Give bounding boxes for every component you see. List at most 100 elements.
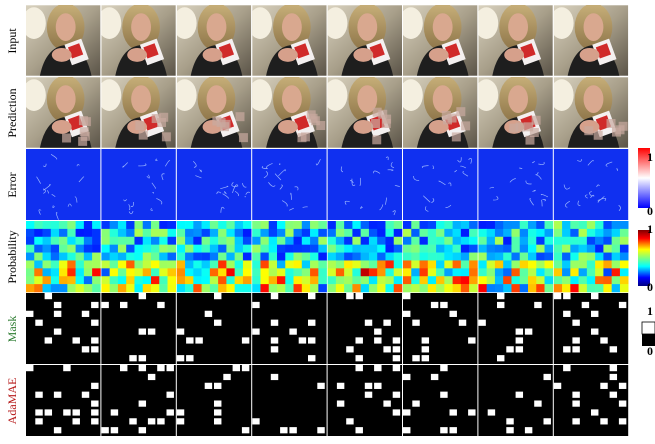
probability-cell xyxy=(285,221,294,229)
frame-cell xyxy=(177,221,252,292)
probability-cell xyxy=(545,253,554,261)
probability-cell xyxy=(403,268,412,276)
mask-patch xyxy=(177,418,184,424)
probability-cell xyxy=(185,253,194,261)
probability-cell xyxy=(352,276,361,284)
probability-cell xyxy=(587,237,596,245)
mask-patch xyxy=(440,302,447,308)
probability-cell xyxy=(92,229,101,237)
probability-cell xyxy=(394,268,403,276)
probability-cell xyxy=(143,253,152,261)
probability-cell xyxy=(579,237,588,245)
probability-cell xyxy=(126,245,135,253)
probability-cell xyxy=(159,229,168,237)
probability-cell xyxy=(620,260,629,268)
probability-cell xyxy=(84,260,93,268)
mask-patch xyxy=(214,418,221,424)
probability-cell xyxy=(495,276,504,284)
probability-cell xyxy=(428,245,437,253)
probability-cell xyxy=(59,276,68,284)
mask-patch xyxy=(337,401,344,407)
mask-background xyxy=(252,365,326,436)
mask-patch xyxy=(450,311,457,317)
probability-cell xyxy=(579,253,588,261)
probability-cell xyxy=(461,268,470,276)
probability-cell xyxy=(444,253,453,261)
probability-cell xyxy=(218,260,227,268)
probability-cell xyxy=(34,237,43,245)
mask-background xyxy=(26,365,100,436)
probability-cell xyxy=(570,245,579,253)
probability-cell xyxy=(436,229,445,237)
probability-cell xyxy=(469,253,478,261)
probability-cell xyxy=(243,221,252,229)
probability-cell xyxy=(469,221,478,229)
probability-cell xyxy=(478,260,487,268)
probability-cell xyxy=(59,221,68,229)
probability-cell xyxy=(403,237,412,245)
probability-cell xyxy=(26,260,35,268)
probability-cell xyxy=(536,268,545,276)
mask-patch xyxy=(374,329,381,335)
probability-cell xyxy=(159,221,168,229)
probability-cell xyxy=(554,268,563,276)
frame-cell xyxy=(252,221,327,292)
mask-patch xyxy=(214,401,221,407)
probability-cell xyxy=(385,245,394,253)
error-map xyxy=(554,149,628,220)
probability-cell xyxy=(436,268,445,276)
probability-cell xyxy=(352,245,361,253)
mask-patch xyxy=(317,383,324,389)
frame-cell xyxy=(252,149,326,220)
mask-patch xyxy=(73,337,80,343)
probability-cell xyxy=(151,245,160,253)
probability-cell xyxy=(428,284,437,292)
probability-cell xyxy=(59,253,68,261)
probability-cell xyxy=(403,229,412,237)
mask-patch xyxy=(383,346,390,352)
video-frame xyxy=(324,3,402,75)
blur-patch xyxy=(307,110,316,119)
mask-patch xyxy=(148,329,155,335)
mask-patch xyxy=(431,374,438,380)
probability-cell xyxy=(536,276,545,284)
probability-cell xyxy=(318,237,327,245)
probability-cell xyxy=(377,229,386,237)
mask-patch xyxy=(506,418,513,424)
probability-cell xyxy=(361,221,370,229)
probability-cell xyxy=(243,260,252,268)
mask-patch xyxy=(35,320,42,326)
probability-cell xyxy=(328,245,337,253)
probability-cell xyxy=(285,253,294,261)
probability-cell xyxy=(528,260,537,268)
probability-cell xyxy=(26,284,35,292)
probability-cell xyxy=(202,237,211,245)
probability-cell xyxy=(84,245,93,253)
probability-cell xyxy=(177,276,186,284)
probability-cell xyxy=(344,245,353,253)
mask-patch xyxy=(289,329,296,335)
probability-cell xyxy=(134,229,143,237)
probability-cell xyxy=(478,245,487,253)
probability-cell xyxy=(67,221,76,229)
probability-cell xyxy=(369,284,378,292)
probability-cell xyxy=(352,284,361,292)
mask-patch xyxy=(26,365,33,371)
probability-cell xyxy=(218,276,227,284)
mask-patch xyxy=(271,320,278,326)
probability-cell xyxy=(151,268,160,276)
probability-cell xyxy=(436,260,445,268)
probability-cell xyxy=(43,237,52,245)
probability-cell xyxy=(193,245,202,253)
probability-cell xyxy=(603,229,612,237)
probability-cell xyxy=(536,221,545,229)
blur-patch xyxy=(62,133,71,142)
blur-patch xyxy=(239,133,248,142)
probability-cell xyxy=(595,260,604,268)
probability-cell xyxy=(126,284,135,292)
probability-cell xyxy=(159,245,168,253)
mask-patch xyxy=(365,392,372,398)
probability-cell xyxy=(503,237,512,245)
probability-cell xyxy=(461,237,470,245)
probability-cell xyxy=(126,237,135,245)
